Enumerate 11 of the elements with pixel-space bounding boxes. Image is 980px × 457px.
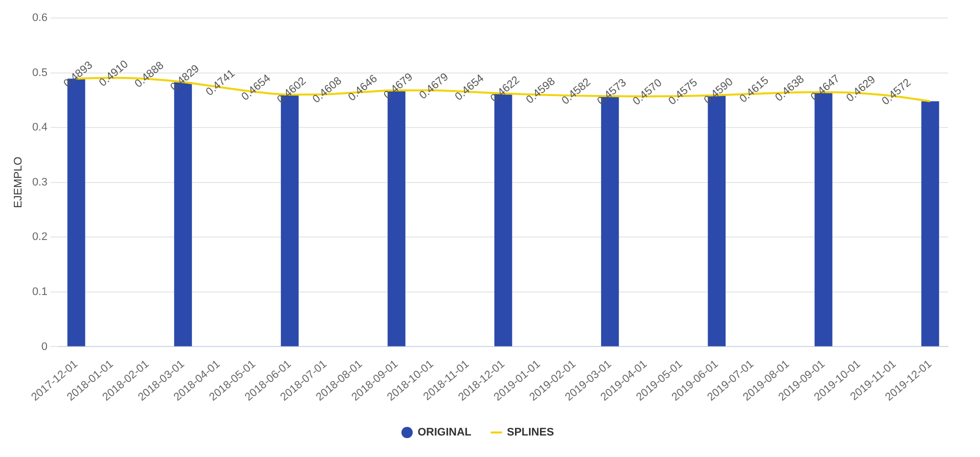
bar — [921, 101, 940, 346]
y-tick-label: 0 — [41, 340, 48, 353]
y-tick-label: 0.5 — [32, 66, 48, 79]
legend-label: ORIGINAL — [418, 426, 472, 439]
y-tick-label: 0.2 — [32, 231, 48, 244]
legend-label: SPLINES — [506, 426, 554, 439]
y-tick-label: 0.4 — [32, 122, 48, 134]
y-tick-label: 0.3 — [32, 176, 48, 188]
y-axis-title: EJEMPLO — [12, 156, 25, 208]
y-tick-label: 0.6 — [32, 12, 48, 24]
y-tick-label: 0.1 — [32, 286, 48, 298]
